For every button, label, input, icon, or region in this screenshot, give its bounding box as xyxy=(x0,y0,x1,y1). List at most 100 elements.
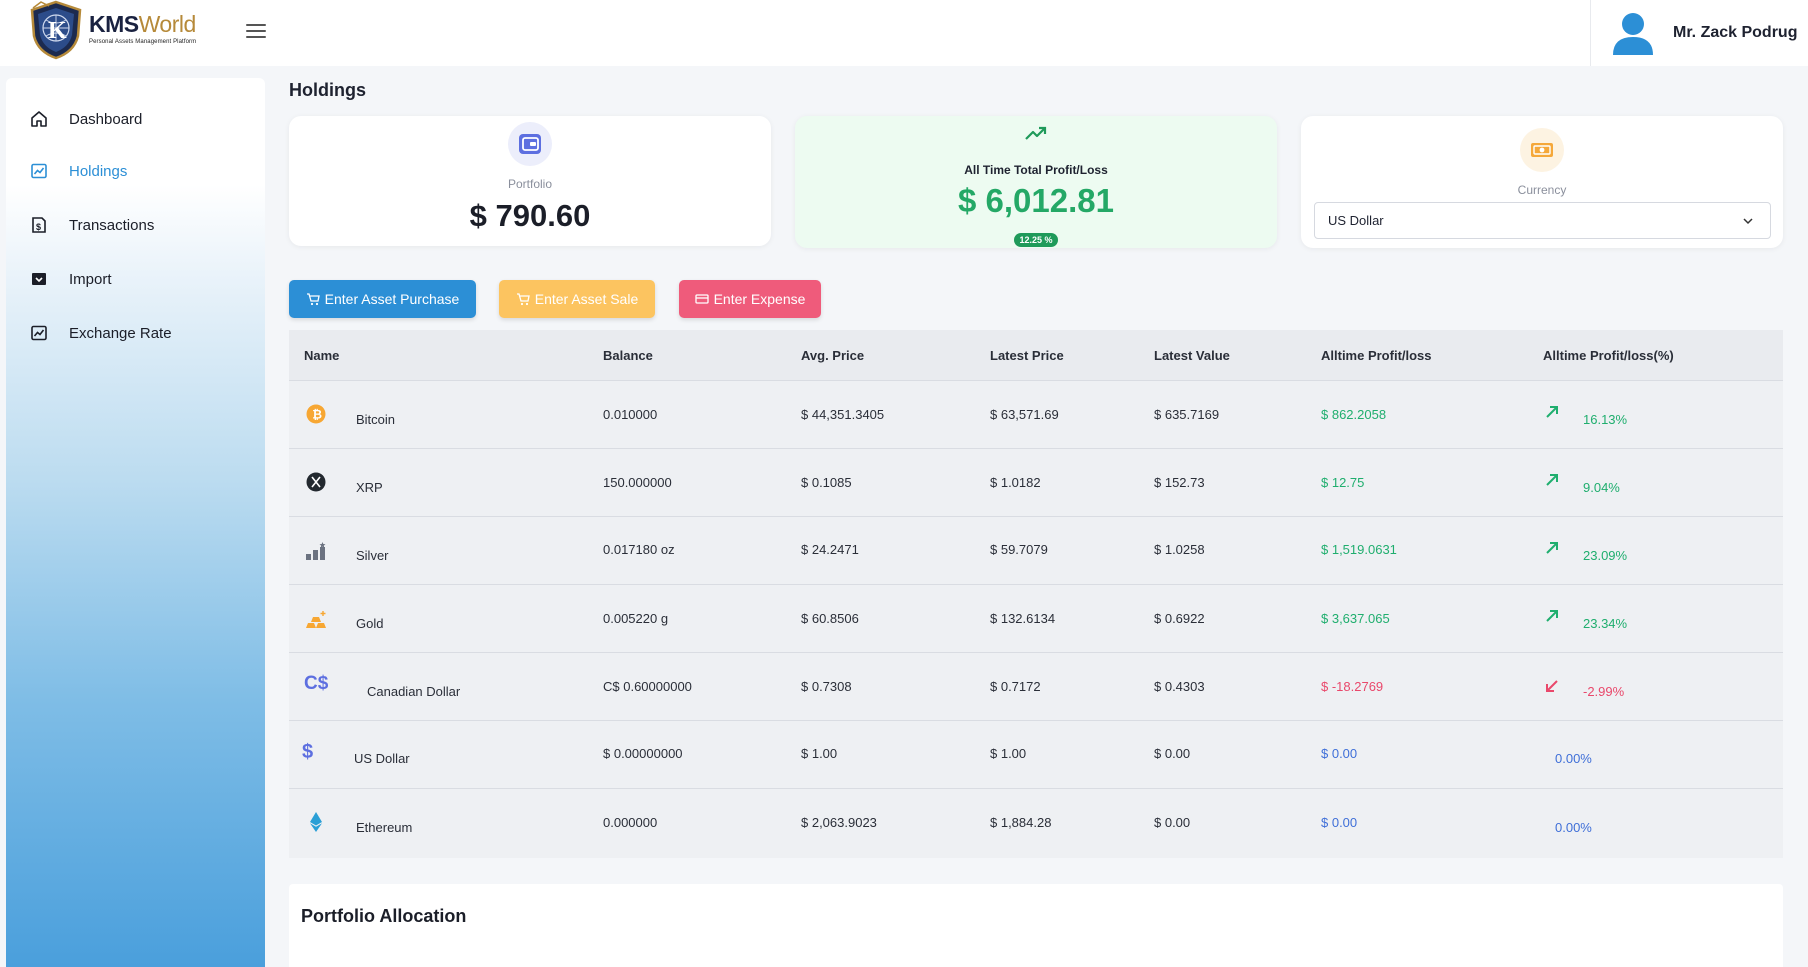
asset-name: Ethereum xyxy=(356,820,413,835)
asset-profit: $ 862.2058 xyxy=(1321,407,1387,422)
svg-text:$: $ xyxy=(36,222,41,232)
total-profit-label: All Time Total Profit/Loss xyxy=(964,163,1108,177)
chart-icon xyxy=(31,163,47,179)
table-row[interactable]: XRP 150.000000 $ 0.1085 $ 1.0182 $ 152.7… xyxy=(289,448,1783,516)
enter-expense-button[interactable]: Enter Expense xyxy=(679,280,821,318)
asset-latest-value: $ 635.7169 xyxy=(1154,407,1220,422)
cad-icon: C$ xyxy=(304,673,329,694)
user-avatar-icon xyxy=(1613,13,1653,55)
banknote-icon-badge xyxy=(1520,128,1564,172)
asset-profit-percent: 16.13% xyxy=(1583,412,1628,427)
sidebar-item-holdings[interactable]: Holdings xyxy=(6,151,265,191)
arrow-down-left-icon xyxy=(1546,680,1558,692)
home-icon xyxy=(31,111,47,127)
currency-label: Currency xyxy=(1517,183,1567,197)
silver-bars-icon xyxy=(305,541,327,563)
asset-profit: $ 0.00 xyxy=(1321,746,1358,761)
asset-profit: $ 3,637.065 xyxy=(1321,611,1390,626)
asset-avg-price: $ 24.2471 xyxy=(801,542,859,557)
column-header-profit-percent[interactable]: Alltime Profit/loss(%) xyxy=(1543,348,1674,363)
table-row[interactable]: $ US Dollar $ 0.00000000 $ 1.00 $ 1.00 $… xyxy=(289,720,1783,788)
asset-avg-price: $ 0.1085 xyxy=(801,475,852,490)
column-header-latest-price[interactable]: Latest Price xyxy=(990,348,1064,363)
sidebar-item-dashboard[interactable]: Dashboard xyxy=(6,99,265,139)
gold-bars-icon xyxy=(305,609,327,631)
asset-latest-value: $ 0.4303 xyxy=(1154,679,1205,694)
table-row[interactable]: C$ Canadian Dollar C$ 0.60000000 $ 0.730… xyxy=(289,652,1783,720)
button-label: Enter Asset Purchase xyxy=(324,291,460,307)
receipt-icon: $ xyxy=(32,217,46,233)
table-row[interactable]: Silver 0.017180 oz $ 24.2471 $ 59.7079 $… xyxy=(289,516,1783,584)
asset-avg-price: $ 2,063.9023 xyxy=(801,815,877,830)
asset-profit-percent: 9.04% xyxy=(1583,480,1620,495)
sidebar-item-transactions[interactable]: $ Transactions xyxy=(6,205,265,245)
asset-name: Canadian Dollar xyxy=(367,684,461,699)
sidebar-item-import[interactable]: Import xyxy=(6,259,265,299)
asset-profit-percent: 23.34% xyxy=(1583,616,1628,631)
hamburger-line-icon xyxy=(246,30,266,32)
arrow-up-right-icon xyxy=(1546,610,1558,622)
button-label: Enter Expense xyxy=(713,291,806,307)
asset-latest-price: $ 0.7172 xyxy=(990,679,1041,694)
asset-name: US Dollar xyxy=(354,751,410,766)
asset-balance: C$ 0.60000000 xyxy=(603,679,692,694)
table-row[interactable]: Gold 0.005220 g $ 60.8506 $ 132.6134 $ 0… xyxy=(289,584,1783,652)
column-header-avg-price[interactable]: Avg. Price xyxy=(801,348,865,363)
currency-selected-value: US Dollar xyxy=(1328,213,1384,228)
wallet-icon xyxy=(519,134,541,154)
arrow-up-right-icon xyxy=(1546,542,1558,554)
usd-icon: $ xyxy=(302,741,314,763)
hamburger-line-icon xyxy=(246,36,266,38)
cart-icon xyxy=(516,293,530,306)
total-profit-value: $ 6,012.81 xyxy=(958,182,1114,219)
shield-logo-icon: K xyxy=(30,0,82,60)
column-header-latest-value[interactable]: Latest Value xyxy=(1154,348,1230,363)
asset-avg-price: $ 1.00 xyxy=(801,746,838,761)
asset-balance: 0.005220 g xyxy=(603,611,669,626)
chevron-down-icon xyxy=(1743,218,1753,225)
asset-balance: $ 0.00000000 xyxy=(603,746,683,761)
asset-name: Gold xyxy=(356,616,384,631)
asset-balance: 0.010000 xyxy=(603,407,658,422)
banknote-icon xyxy=(1531,143,1553,157)
sidebar-item-label: Holdings xyxy=(69,162,128,180)
enter-asset-sale-button[interactable]: Enter Asset Sale xyxy=(499,280,655,318)
enter-asset-purchase-button[interactable]: Enter Asset Purchase xyxy=(289,280,476,318)
portfolio-value: $ 790.60 xyxy=(469,198,591,233)
user-menu[interactable]: Mr. Zack Podrug xyxy=(1590,0,1808,66)
asset-avg-price: $ 60.8506 xyxy=(801,611,859,626)
asset-profit-percent: 0.00% xyxy=(1555,820,1592,835)
portfolio-allocation-title: Portfolio Allocation xyxy=(301,906,467,926)
sidebar: Dashboard Holdings $ Transactions Import… xyxy=(6,78,265,967)
asset-balance: 0.000000 xyxy=(603,815,658,830)
asset-name: XRP xyxy=(356,480,383,495)
cart-icon xyxy=(306,293,320,306)
asset-profit: $ 0.00 xyxy=(1321,815,1358,830)
asset-profit-percent: -2.99% xyxy=(1583,684,1625,699)
menu-toggle-button[interactable] xyxy=(246,24,266,38)
column-header-profit[interactable]: Alltime Profit/loss xyxy=(1321,348,1432,363)
brand-name: KMS xyxy=(89,11,139,37)
sidebar-item-exchange-rate[interactable]: Exchange Rate xyxy=(6,313,265,353)
svg-text:K: K xyxy=(48,18,67,44)
brand-logo[interactable]: K KMSWorld Personal Assets Management Pl… xyxy=(27,0,196,60)
column-header-balance[interactable]: Balance xyxy=(603,348,653,363)
table-row[interactable]: ₿ Bitcoin 0.010000 $ 44,351.3405 $ 63,57… xyxy=(289,380,1783,448)
currency-select[interactable]: US Dollar xyxy=(1314,202,1771,239)
asset-latest-price: $ 1.00 xyxy=(990,746,1027,761)
asset-name: Silver xyxy=(356,548,389,563)
credit-card-icon xyxy=(694,294,709,304)
asset-profit: $ -18.2769 xyxy=(1321,679,1384,694)
column-header-name[interactable]: Name xyxy=(304,348,340,363)
asset-avg-price: $ 0.7308 xyxy=(801,679,852,694)
asset-profit-percent: 0.00% xyxy=(1555,751,1592,766)
sidebar-item-label: Exchange Rate xyxy=(69,324,172,342)
asset-latest-price: $ 1,884.28 xyxy=(990,815,1052,830)
table-row[interactable]: Ethereum 0.000000 $ 2,063.9023 $ 1,884.2… xyxy=(289,788,1783,856)
bitcoin-icon: ₿ xyxy=(305,403,327,425)
arrow-up-right-icon xyxy=(1546,474,1558,486)
profit-percent-badge: 12.25 % xyxy=(1014,233,1058,247)
wallet-icon-badge xyxy=(508,122,552,166)
button-label: Enter Asset Sale xyxy=(534,291,639,307)
currency-card: Currency US Dollar xyxy=(1301,116,1783,248)
